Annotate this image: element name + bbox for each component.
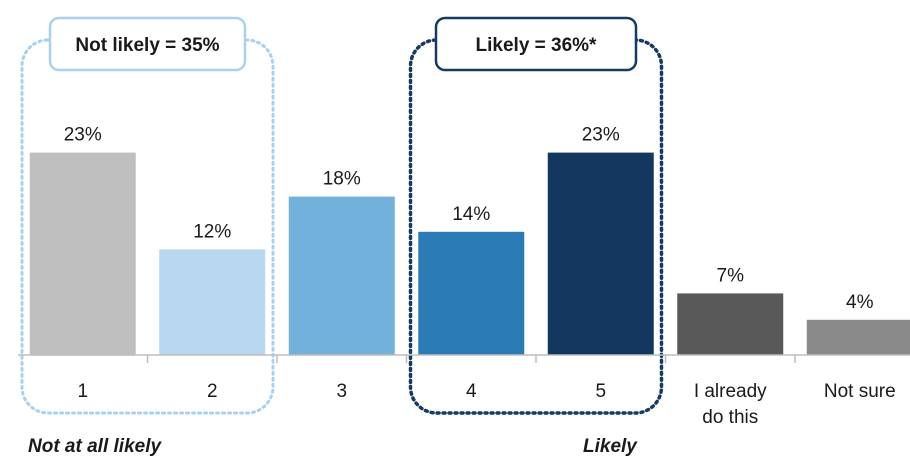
group-callout-box-2 xyxy=(434,16,638,72)
category-label-2: 2 xyxy=(207,381,218,402)
category-label-5: 5 xyxy=(595,381,606,402)
group-callout-box-1 xyxy=(48,16,247,72)
category-label-6: do this xyxy=(702,407,758,428)
group-callout-label-2: Likely = 36%* xyxy=(476,35,598,56)
category-label-4: 4 xyxy=(466,381,477,402)
category-label-3: 3 xyxy=(336,381,347,402)
bar-7 xyxy=(806,319,910,355)
bar-3 xyxy=(288,196,395,355)
data-label-4: 14% xyxy=(452,204,490,225)
group-callouts: Not likely = 35% Likely = 36%* xyxy=(48,16,638,72)
bar-2 xyxy=(159,249,266,355)
scale-label-left: Not at all likely xyxy=(28,436,162,457)
category-label-6: I already xyxy=(694,381,767,402)
bar-5 xyxy=(547,152,654,355)
category-label-1: 1 xyxy=(77,381,88,402)
data-labels: 23% 12% 18% 14% 23% 7% 4% xyxy=(64,125,874,313)
bar-1 xyxy=(29,152,136,355)
data-label-6: 7% xyxy=(717,265,745,286)
category-labels: 1 2 3 4 5 I already do this Not sure xyxy=(77,381,895,428)
data-label-5: 23% xyxy=(582,125,620,146)
bars xyxy=(29,152,910,355)
data-label-2: 12% xyxy=(193,221,231,242)
data-label-7: 4% xyxy=(846,292,874,313)
group-callout-label-1: Not likely = 35% xyxy=(75,35,219,56)
bar-6 xyxy=(677,293,784,355)
category-label-7: Not sure xyxy=(824,381,896,402)
x-axis-ticks xyxy=(146,355,796,363)
scale-label-right: Likely xyxy=(583,436,638,457)
data-label-3: 18% xyxy=(323,169,361,190)
data-label-1: 23% xyxy=(64,125,102,146)
bar-4 xyxy=(418,231,525,355)
